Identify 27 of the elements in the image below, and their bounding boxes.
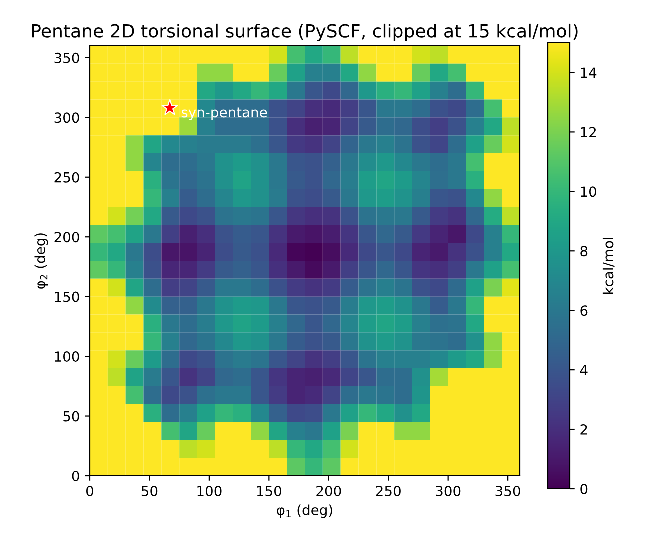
x-tick-label: 0 <box>86 486 94 496</box>
color-bar-label: 10 <box>581 186 596 198</box>
color-bar-label: 14 <box>581 68 597 78</box>
x-tick-label: 350 <box>496 486 520 496</box>
x-tick-label: 200 <box>316 486 342 496</box>
y-tick-label: 0 <box>72 470 80 482</box>
x-tick-label: 300 <box>436 486 461 496</box>
x-tick-label: 150 <box>257 486 282 496</box>
y-tick-label: 50 <box>64 411 80 422</box>
y-axis-title: φ$_{2}$ (deg) <box>34 234 48 289</box>
color-bar-label: 4 <box>580 365 588 376</box>
y-tick-label: 100 <box>55 352 80 362</box>
y-tick-label: 250 <box>54 172 80 183</box>
x-tick-label: 100 <box>198 486 222 496</box>
y-tick-label: 200 <box>54 232 80 243</box>
color-bar-label: 8 <box>580 246 588 257</box>
y-tick-label: 350 <box>54 52 80 64</box>
y-tick-label: 150 <box>55 292 80 302</box>
chart-title: Pentane 2D torsional surface (PySCF, clipped at 15 kcal/mol) <box>32 24 578 42</box>
y-tick-label: 300 <box>54 112 80 124</box>
x-tick-label: 250 <box>376 486 401 496</box>
x-axis-title: φ$_{1}$ (deg) <box>277 504 332 518</box>
color-bar-label: 12 <box>581 127 596 138</box>
x-tick-label: 50 <box>142 486 158 496</box>
color-bar-title: kcal/mol <box>602 238 615 294</box>
color-bar-label: 2 <box>580 424 588 435</box>
color-bar-label: 6 <box>580 306 588 316</box>
